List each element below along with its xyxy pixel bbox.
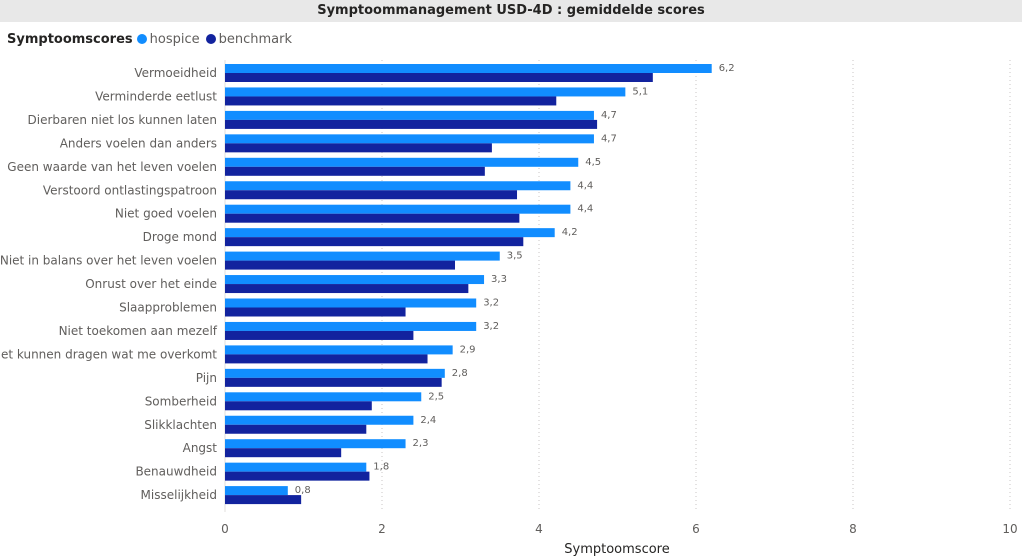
category-label: Anders voelen dan anders	[60, 136, 217, 150]
bar-hospice[interactable]	[225, 110, 594, 120]
bar-benchmark[interactable]	[225, 237, 524, 247]
data-label: 3,2	[483, 321, 499, 332]
bar-benchmark[interactable]	[225, 354, 428, 364]
data-label: 2,8	[452, 368, 468, 379]
data-label: 3,2	[483, 298, 499, 309]
bar-benchmark[interactable]	[225, 143, 492, 153]
bar-benchmark[interactable]	[225, 401, 372, 411]
category-label: Niet toekomen aan mezelf	[59, 324, 218, 338]
category-label: Niet kunnen dragen wat me overkomt	[0, 347, 217, 361]
category-label: Slikklachten	[144, 418, 217, 432]
bar-benchmark[interactable]	[225, 96, 557, 106]
bar-benchmark[interactable]	[225, 471, 370, 481]
bars	[225, 64, 712, 505]
legend-item-hospice[interactable]: hospice	[136, 31, 200, 47]
bar-hospice[interactable]	[225, 486, 288, 496]
category-label: Geen waarde van het leven voelen	[7, 160, 217, 174]
category-label: Somberheid	[145, 394, 217, 408]
x-tick-label: 4	[535, 522, 543, 536]
category-label: Angst	[183, 441, 218, 455]
legend: Symptoomscores hospice benchmark	[7, 30, 298, 48]
data-label: 4,7	[601, 133, 617, 144]
data-label: 4,5	[585, 157, 601, 168]
bar-benchmark[interactable]	[225, 260, 456, 270]
bar-hospice[interactable]	[225, 462, 367, 472]
bar-benchmark[interactable]	[225, 377, 442, 387]
bar-hospice[interactable]	[225, 415, 414, 425]
legend-dot-hospice	[136, 34, 147, 44]
data-label: 5,1	[632, 86, 648, 97]
bar-hospice[interactable]	[225, 64, 712, 73]
bar-hospice[interactable]	[225, 439, 406, 449]
legend-label-hospice: hospice	[149, 31, 200, 47]
category-label: Slaapproblemen	[119, 301, 217, 315]
legend-label-benchmark: benchmark	[218, 31, 293, 47]
category-label: Misselijkheid	[141, 488, 217, 502]
category-label: Benauwdheid	[135, 465, 217, 479]
data-label: 4,4	[577, 180, 593, 191]
legend-item-benchmark[interactable]: benchmark	[205, 31, 293, 47]
data-label: 0,8	[295, 485, 311, 496]
bar-hospice[interactable]	[225, 298, 477, 308]
bar-hospice[interactable]	[225, 368, 445, 378]
bar-hospice[interactable]	[225, 134, 594, 144]
bar-hospice[interactable]	[225, 392, 422, 402]
bar-hospice[interactable]	[225, 228, 555, 238]
category-label: Verstoord ontlastingspatroon	[43, 183, 217, 197]
bar-hospice[interactable]	[225, 87, 626, 97]
bar-benchmark[interactable]	[225, 448, 342, 458]
bar-hospice[interactable]	[225, 157, 579, 167]
bar-hospice[interactable]	[225, 345, 453, 355]
category-label: Niet goed voelen	[115, 207, 217, 221]
x-axis-label: Symptoomscore	[564, 542, 669, 557]
bar-benchmark[interactable]	[225, 424, 367, 434]
data-label: 2,3	[413, 438, 429, 449]
data-label: 6,2	[719, 63, 735, 74]
bar-hospice[interactable]	[225, 181, 571, 191]
bar-benchmark[interactable]	[225, 166, 485, 176]
data-label: 4,7	[601, 110, 617, 121]
data-label: 4,4	[577, 204, 593, 215]
bar-benchmark[interactable]	[225, 119, 598, 129]
category-label: Dierbaren niet los kunnen laten	[28, 113, 218, 127]
x-tick-label: 2	[378, 522, 386, 536]
bar-benchmark[interactable]	[225, 284, 469, 294]
bar-benchmark[interactable]	[225, 330, 414, 340]
bar-benchmark[interactable]	[225, 307, 406, 317]
title-bar	[0, 0, 1022, 22]
category-label: Droge mond	[143, 230, 217, 244]
bar-hospice[interactable]	[225, 204, 571, 214]
data-label: 3,5	[507, 251, 523, 262]
labels: 0 2 4 6 8 10 Vermoeidheid 6,2 Verminderde eetlus…	[0, 63, 1018, 536]
data-label: 2,4	[420, 415, 436, 426]
category-label: Vermoeidheid	[134, 66, 217, 80]
x-tick-label: 6	[692, 522, 700, 536]
x-tick-label: 10	[1002, 522, 1017, 536]
chart-title: Symptoommanagement USD-4D : gemiddelde s…	[317, 3, 705, 18]
data-label: 2,5	[428, 391, 444, 402]
category-label: Pijn	[196, 371, 217, 385]
data-label: 1,8	[373, 462, 389, 473]
bar-hospice[interactable]	[225, 275, 485, 285]
x-tick-label: 8	[849, 522, 857, 536]
x-tick-label: 0	[221, 522, 229, 536]
legend-title: Symptoomscores	[7, 31, 133, 47]
category-label: Verminderde eetlust	[95, 89, 217, 103]
legend-dot-benchmark	[205, 34, 216, 44]
bar-benchmark[interactable]	[225, 213, 520, 223]
bar-benchmark[interactable]	[225, 73, 653, 82]
data-label: 4,2	[562, 227, 578, 238]
data-label: 3,3	[491, 274, 507, 285]
bar-hospice[interactable]	[225, 251, 500, 261]
category-label: Niet in balans over het leven voelen	[0, 254, 217, 268]
bar-benchmark[interactable]	[225, 495, 302, 505]
bar-benchmark[interactable]	[225, 190, 518, 200]
category-label: Onrust over het einde	[85, 277, 217, 291]
bar-hospice[interactable]	[225, 321, 477, 331]
data-label: 2,9	[460, 344, 476, 355]
